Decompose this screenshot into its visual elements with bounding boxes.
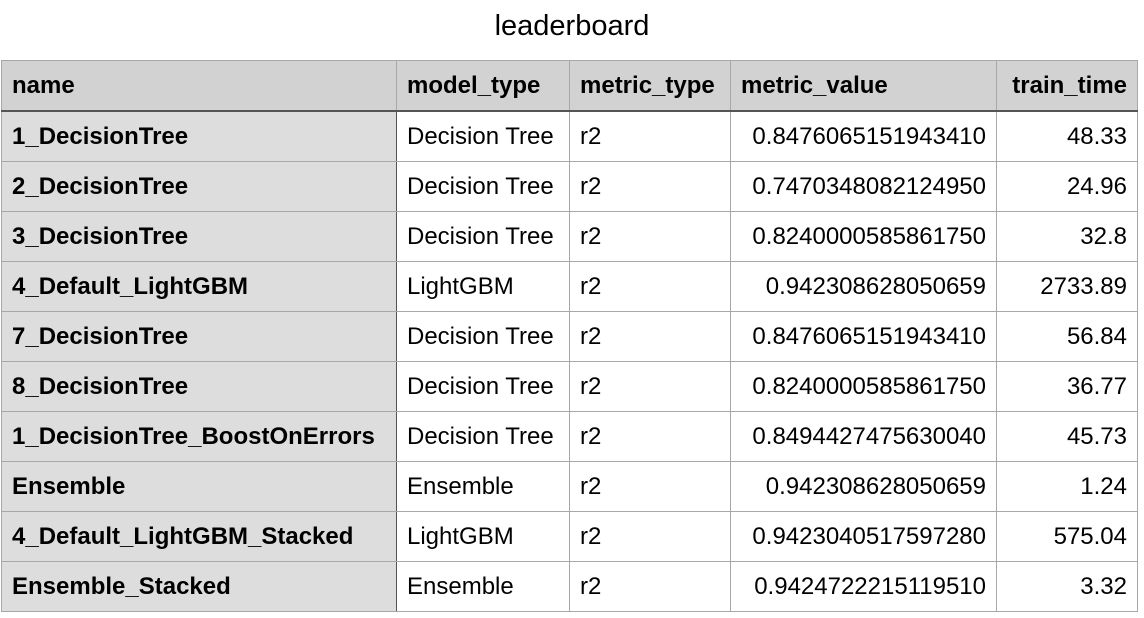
cell-metric-type: r2 bbox=[569, 211, 731, 262]
cell-metric-value: 0.8240000585861750 bbox=[730, 361, 997, 412]
cell-train-time: 575.04 bbox=[996, 511, 1138, 562]
cell-metric-value: 0.8240000585861750 bbox=[730, 211, 997, 262]
cell-name: 8_DecisionTree bbox=[1, 361, 397, 412]
cell-train-time: 56.84 bbox=[996, 311, 1138, 362]
cell-name: 3_DecisionTree bbox=[1, 211, 397, 262]
cell-name: 1_DecisionTree bbox=[1, 110, 397, 162]
cell-train-time: 2733.89 bbox=[996, 261, 1138, 312]
table-body: 1_DecisionTree Decision Tree r2 0.847606515… bbox=[1, 110, 1138, 612]
cell-train-time: 24.96 bbox=[996, 161, 1138, 212]
cell-model-type: Ensemble bbox=[396, 461, 570, 512]
cell-name: 1_DecisionTree_BoostOnErrors bbox=[1, 411, 397, 462]
table-row: 4_Default_LightGBM LightGBM r2 0.9423086280… bbox=[1, 261, 1138, 312]
cell-metric-type: r2 bbox=[569, 311, 731, 362]
table-row: 4_Default_LightGBM_Stacked LightGBM r2 0.94… bbox=[1, 511, 1138, 562]
cell-model-type: LightGBM bbox=[396, 261, 570, 312]
table-row: 8_DecisionTree Decision Tree r2 0.824000058… bbox=[1, 361, 1138, 412]
cell-metric-value: 0.8476065151943410 bbox=[730, 311, 997, 362]
column-header-metric-value: metric_value bbox=[730, 60, 997, 112]
cell-train-time: 48.33 bbox=[996, 110, 1138, 162]
table-row: 1_DecisionTree_BoostOnErrors Decision Tre… bbox=[1, 411, 1138, 462]
cell-train-time: 1.24 bbox=[996, 461, 1138, 512]
cell-model-type: Decision Tree bbox=[396, 311, 570, 362]
table-row: 7_DecisionTree Decision Tree r2 0.847606515… bbox=[1, 311, 1138, 362]
column-header-train-time: train_time bbox=[996, 60, 1138, 112]
cell-metric-type: r2 bbox=[569, 361, 731, 412]
cell-metric-type: r2 bbox=[569, 461, 731, 512]
cell-model-type: Decision Tree bbox=[396, 411, 570, 462]
cell-model-type: Decision Tree bbox=[396, 161, 570, 212]
leaderboard-table: name model_type metric_type metric_value… bbox=[1, 60, 1138, 612]
column-header-model-type: model_type bbox=[396, 60, 570, 112]
cell-model-type: Decision Tree bbox=[396, 110, 570, 162]
cell-metric-type: r2 bbox=[569, 511, 731, 562]
cell-name: 7_DecisionTree bbox=[1, 311, 397, 362]
cell-name: Ensemble bbox=[1, 461, 397, 512]
cell-name: 4_Default_LightGBM bbox=[1, 261, 397, 312]
cell-metric-value: 0.7470348082124950 bbox=[730, 161, 997, 212]
cell-model-type: Ensemble bbox=[396, 561, 570, 612]
cell-metric-value: 0.942308628050659 bbox=[730, 261, 997, 312]
cell-train-time: 36.77 bbox=[996, 361, 1138, 412]
cell-train-time: 45.73 bbox=[996, 411, 1138, 462]
page-title: leaderboard bbox=[494, 10, 650, 42]
cell-metric-type: r2 bbox=[569, 411, 731, 462]
cell-name: 2_DecisionTree bbox=[1, 161, 397, 212]
cell-name: Ensemble_Stacked bbox=[1, 561, 397, 612]
cell-metric-type: r2 bbox=[569, 561, 731, 612]
cell-metric-value: 0.8476065151943410 bbox=[730, 110, 997, 162]
cell-name: 4_Default_LightGBM_Stacked bbox=[1, 511, 397, 562]
cell-model-type: Decision Tree bbox=[396, 361, 570, 412]
header-row: name model_type metric_type metric_value… bbox=[1, 60, 1138, 112]
cell-metric-type: r2 bbox=[569, 110, 731, 162]
cell-metric-value: 0.9423040517597280 bbox=[730, 511, 997, 562]
column-header-metric-type: metric_type bbox=[569, 60, 731, 112]
cell-metric-value: 0.942308628050659 bbox=[730, 461, 997, 512]
cell-train-time: 3.32 bbox=[996, 561, 1138, 612]
table-row: 1_DecisionTree Decision Tree r2 0.847606515… bbox=[1, 110, 1138, 162]
cell-model-type: LightGBM bbox=[396, 511, 570, 562]
cell-metric-type: r2 bbox=[569, 261, 731, 312]
table-row: Ensemble_Stacked Ensemble r2 0.942472221511… bbox=[1, 561, 1138, 612]
table-row: Ensemble Ensemble r2 0.942308628050659 1.24 bbox=[1, 461, 1138, 512]
column-header-name: name bbox=[1, 60, 397, 112]
table-row: 2_DecisionTree Decision Tree r2 0.747034808… bbox=[1, 161, 1138, 212]
table-row: 3_DecisionTree Decision Tree r2 0.824000058… bbox=[1, 211, 1138, 262]
cell-metric-type: r2 bbox=[569, 161, 731, 212]
cell-train-time: 32.8 bbox=[996, 211, 1138, 262]
cell-metric-value: 0.9424722215119510 bbox=[730, 561, 997, 612]
cell-model-type: Decision Tree bbox=[396, 211, 570, 262]
cell-metric-value: 0.8494427475630040 bbox=[730, 411, 997, 462]
